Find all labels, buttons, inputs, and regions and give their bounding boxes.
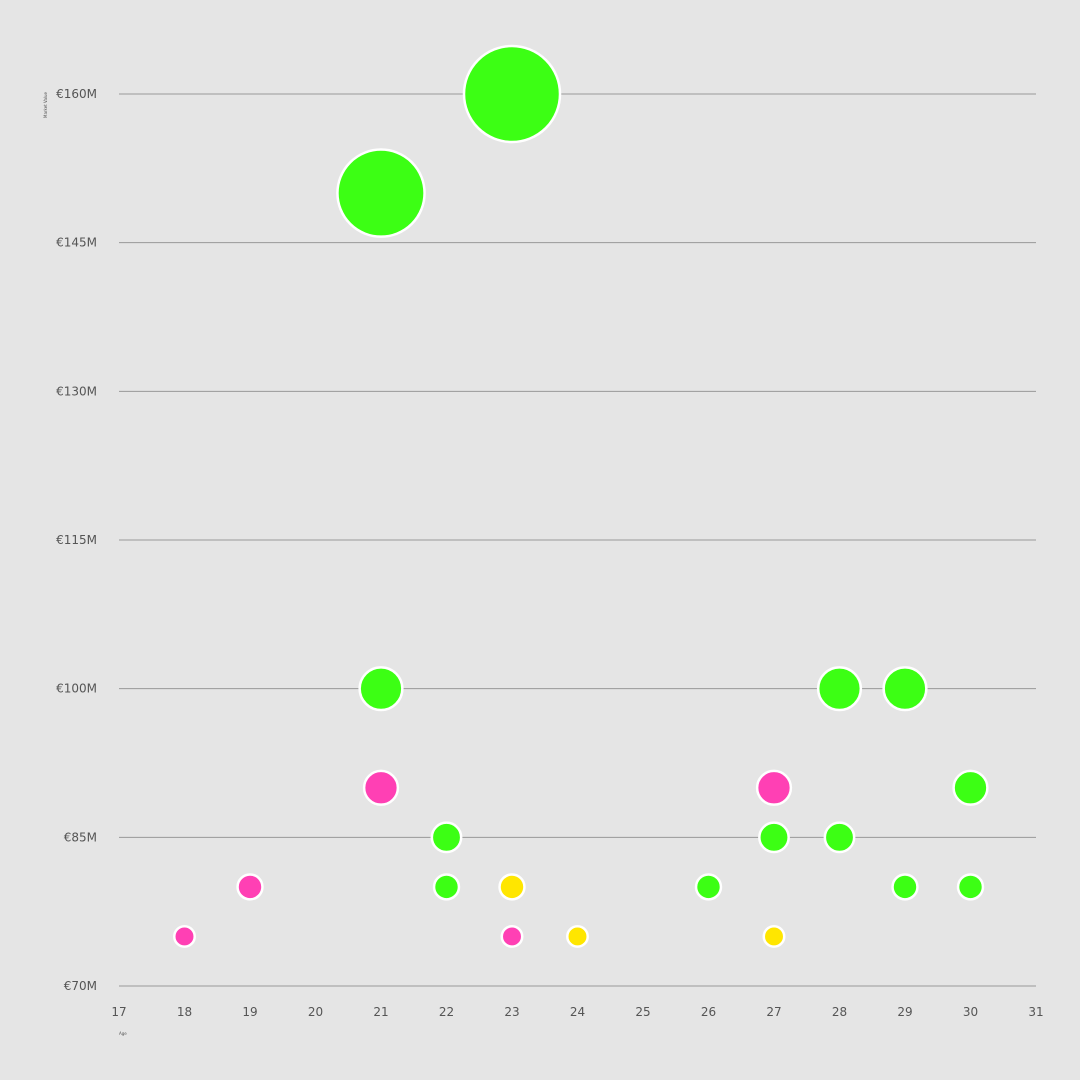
- x-tick-label: 24: [570, 1005, 585, 1019]
- bubble-point: [755, 769, 793, 806]
- x-tick-label: 23: [504, 1005, 519, 1019]
- y-tick-label: €160M: [56, 87, 97, 101]
- y-tick-label: €70M: [64, 979, 97, 993]
- x-tick-label: 17: [111, 1005, 126, 1019]
- bubble-point: [566, 924, 589, 948]
- x-axis-ticks: 17 18 19 20 21 22 23 24 25 26 27 28 29 30 31: [111, 1005, 1043, 1019]
- x-tick-label: 26: [701, 1005, 716, 1019]
- y-tick-label: €115M: [56, 533, 97, 547]
- bubble-point: [694, 873, 723, 901]
- bubble-layer: [173, 44, 989, 948]
- bubble-point: [430, 821, 463, 854]
- y-tick-label: €130M: [56, 384, 97, 398]
- bubble-point: [882, 666, 928, 712]
- y-tick-label: €145M: [56, 236, 97, 250]
- bubble-point: [500, 924, 524, 948]
- bubble-point: [432, 873, 461, 901]
- y-tick-label: €100M: [56, 682, 97, 696]
- bubble-point: [816, 666, 863, 712]
- y-axis-ticks: €70M €85M €100M €115M €130M €145M €160M: [56, 87, 97, 993]
- x-tick-label: 25: [635, 1005, 650, 1019]
- x-tick-label: 19: [242, 1005, 257, 1019]
- bubble-point: [173, 924, 196, 948]
- bubble-point: [891, 873, 919, 901]
- y-axis-title: Market Value: [43, 91, 48, 118]
- bubble-point: [358, 666, 404, 712]
- x-tick-label: 21: [373, 1005, 388, 1019]
- bubble-point: [236, 873, 264, 901]
- bubble-point: [956, 873, 985, 901]
- x-axis-title: Age: [119, 1031, 127, 1036]
- x-tick-label: 30: [963, 1005, 978, 1019]
- x-tick-label: 28: [832, 1005, 847, 1019]
- bubble-point: [952, 769, 989, 806]
- gridlines: [119, 93, 1036, 987]
- x-tick-label: 22: [439, 1005, 454, 1019]
- bubble-point: [823, 821, 856, 854]
- bubble-point: [462, 44, 562, 144]
- bubble-point: [362, 769, 400, 806]
- y-tick-label: €85M: [64, 830, 97, 844]
- x-tick-label: 20: [308, 1005, 323, 1019]
- bubble-point: [336, 148, 426, 238]
- x-tick-label: 31: [1028, 1005, 1043, 1019]
- x-tick-label: 27: [766, 1005, 781, 1019]
- bubble-point: [762, 924, 786, 948]
- bubble-point: [758, 821, 790, 854]
- x-tick-label: 29: [897, 1005, 912, 1019]
- bubble-point: [498, 873, 526, 901]
- x-tick-label: 18: [177, 1005, 192, 1019]
